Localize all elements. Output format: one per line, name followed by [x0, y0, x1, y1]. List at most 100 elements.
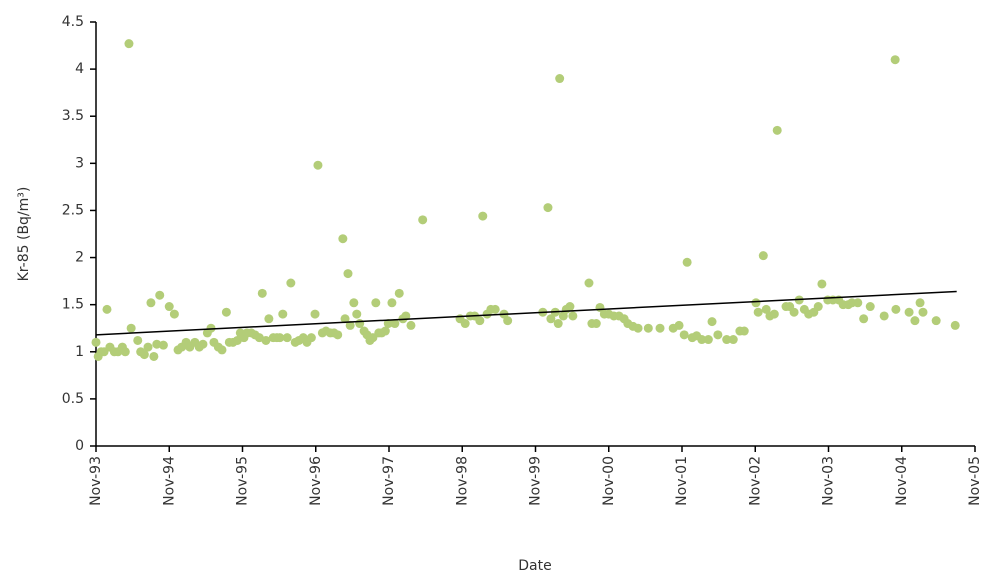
- point: [345, 320, 355, 330]
- y-tick-label: 3.5: [62, 108, 84, 124]
- point: [891, 304, 901, 314]
- y-tick-label: 2: [75, 250, 84, 266]
- point: [503, 316, 513, 326]
- point: [722, 335, 732, 345]
- point: [546, 314, 556, 324]
- point: [198, 339, 208, 349]
- point: [918, 307, 928, 317]
- point: [655, 323, 665, 333]
- y-tick-label: 0: [75, 438, 84, 454]
- y-tick-label: 1.5: [62, 297, 84, 313]
- x-tick-label: Nov-02: [747, 456, 763, 506]
- point: [133, 335, 143, 345]
- point: [355, 319, 365, 329]
- point: [155, 290, 165, 300]
- point: [394, 288, 404, 298]
- point: [697, 335, 707, 345]
- point: [707, 317, 717, 327]
- point: [753, 307, 763, 317]
- y-tick-label: 4: [75, 61, 84, 77]
- point: [772, 125, 782, 135]
- point: [931, 316, 941, 326]
- x-tick-label: Nov-94: [161, 456, 177, 506]
- point: [890, 55, 900, 65]
- point: [555, 74, 565, 84]
- point: [124, 39, 134, 49]
- point: [164, 302, 174, 312]
- y-tick-label: 3: [75, 155, 84, 171]
- point: [310, 309, 320, 319]
- point: [371, 298, 381, 308]
- point: [275, 333, 285, 343]
- point: [679, 330, 689, 340]
- point: [674, 320, 684, 330]
- point: [950, 320, 960, 330]
- x-axis-label: Date: [518, 558, 551, 574]
- point: [139, 350, 149, 360]
- point: [340, 314, 350, 324]
- point: [143, 342, 153, 352]
- point: [352, 309, 362, 319]
- point: [261, 335, 271, 345]
- point: [313, 160, 323, 170]
- point: [703, 335, 713, 345]
- point: [282, 333, 292, 343]
- point: [478, 211, 488, 221]
- point: [460, 319, 470, 329]
- point: [264, 314, 274, 324]
- point: [904, 307, 914, 317]
- x-tick-label: Nov-01: [674, 456, 690, 506]
- point: [343, 269, 353, 279]
- point: [401, 311, 411, 321]
- point: [406, 320, 416, 330]
- point: [217, 345, 227, 355]
- point: [761, 304, 771, 314]
- point: [758, 251, 768, 261]
- x-tick-label: Nov-95: [235, 456, 251, 506]
- x-tick-label: Nov-00: [601, 456, 617, 506]
- x-tick-label: Nov-05: [967, 456, 981, 506]
- point: [221, 307, 231, 317]
- point: [769, 309, 779, 319]
- x-tick-label: Nov-99: [528, 456, 544, 506]
- x-tick-label: Nov-97: [381, 456, 397, 506]
- point: [390, 319, 400, 329]
- point: [158, 340, 168, 350]
- point: [146, 298, 156, 308]
- point: [152, 339, 162, 349]
- point: [257, 288, 267, 298]
- point: [789, 307, 799, 317]
- point: [728, 335, 738, 345]
- point: [306, 333, 316, 343]
- point: [333, 330, 343, 340]
- x-tick-label: Nov-04: [894, 456, 910, 506]
- point: [349, 298, 359, 308]
- x-tick-label: Nov-96: [308, 456, 324, 506]
- point: [682, 257, 692, 267]
- point: [553, 319, 563, 329]
- point: [475, 316, 485, 326]
- point: [568, 311, 578, 321]
- point: [126, 323, 136, 333]
- point: [543, 203, 553, 213]
- point: [102, 304, 112, 314]
- point: [91, 337, 101, 347]
- point: [713, 330, 723, 340]
- trend-line: [95, 290, 957, 336]
- point: [859, 314, 869, 324]
- point: [383, 319, 393, 329]
- point: [817, 279, 827, 289]
- point: [633, 323, 643, 333]
- point: [278, 309, 288, 319]
- point: [490, 304, 500, 314]
- point: [286, 278, 296, 288]
- x-tick-label: Nov-98: [454, 456, 470, 506]
- point: [169, 309, 179, 319]
- y-tick-label: 1: [75, 344, 84, 360]
- point: [591, 319, 601, 329]
- point: [739, 326, 749, 336]
- point: [338, 234, 348, 244]
- point: [418, 215, 428, 225]
- y-axis-label: Kr-85 (Bq/m³): [16, 187, 32, 282]
